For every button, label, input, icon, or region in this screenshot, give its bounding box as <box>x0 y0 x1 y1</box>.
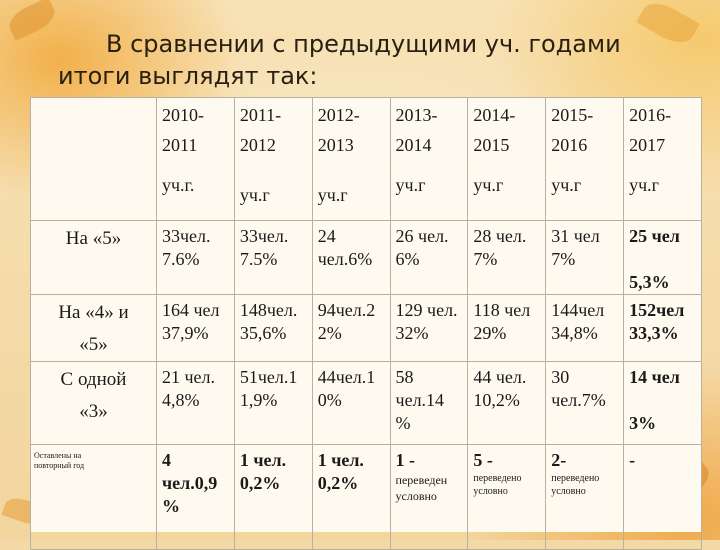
year-label: 2011- 2012 <box>239 105 282 155</box>
table-cell: 118 чел 29% <box>467 294 547 362</box>
year-suffix: уч.г <box>395 175 426 195</box>
table-cell: - <box>623 444 702 550</box>
table-cell: 31 чел 7% <box>545 220 625 295</box>
table-cell: 1 - переведен условно <box>389 444 469 550</box>
cell-note: переведен условно <box>395 473 448 503</box>
year-header: 2014- 2015 уч.г <box>467 97 547 221</box>
results-table-container: 2010- 2011 уч.г. 2011- 2012 уч.г 2012- 201… <box>30 97 702 550</box>
year-label: 2012- 2013 <box>317 105 360 155</box>
year-suffix: уч.г <box>239 185 270 205</box>
year-header: 2010- 2011 уч.г. <box>156 97 235 221</box>
table-cell: 58 чел.14 % <box>389 361 469 445</box>
table-cell: 28 чел. 7% <box>467 220 547 295</box>
table-row: С одной «3» 21 чел. 4,8% 51чел.1 1,9% 44… <box>30 361 702 445</box>
table-header-row: 2010- 2011 уч.г. 2011- 2012 уч.г 2012- 201… <box>30 97 702 221</box>
corner-cell <box>30 97 157 221</box>
table-cell: 129 чел. 32% <box>389 294 469 362</box>
table-cell: 2- переведено условно <box>545 444 625 550</box>
year-header: 2012- 2013 уч.г <box>311 97 391 221</box>
year-label: 2013- 2014 <box>395 105 438 155</box>
cell-value: 5 - <box>473 450 493 470</box>
table-cell: 30 чел.7% <box>545 361 625 445</box>
table-cell: 44чел.1 0% <box>311 361 391 445</box>
year-suffix: уч.г <box>317 185 348 205</box>
slide-title: В сравнении с предыдущими уч. годами ито… <box>30 28 700 92</box>
table-cell: 1 чел. 0,2% <box>311 444 391 550</box>
cell-value: 4 чел.0,9 % <box>162 450 218 516</box>
table-cell: 144чел 34,8% <box>545 294 625 362</box>
year-label: 2015- 2016 <box>551 105 594 155</box>
year-suffix: уч.г <box>551 175 582 195</box>
year-header: 2011- 2012 уч.г <box>233 97 313 221</box>
table-cell: 33чел. 7.5% <box>233 220 313 295</box>
year-label: 2016- 2017 <box>629 105 672 155</box>
table-cell: 25 чел 5,3% <box>623 220 702 295</box>
cell-note: переведено условно <box>551 473 600 497</box>
slide-title-line2: итоги выглядят так: <box>58 62 318 90</box>
year-suffix: уч.г. <box>162 175 195 195</box>
table-cell: 148чел. 35,6% <box>233 294 313 362</box>
cell-value: 1 чел. 0,2% <box>317 450 364 493</box>
table-row: Оставлены на повторный год 4 чел.0,9 % 1… <box>30 444 702 550</box>
cell-note: переведено условно <box>473 473 522 497</box>
year-suffix: уч.г <box>629 175 659 195</box>
table-row: На «4» и «5» 164 чел 37,9% 148чел. 35,6%… <box>30 294 702 362</box>
table-cell: 14 чел 3% <box>623 361 702 445</box>
table-cell: 164 чел 37,9% <box>156 294 235 362</box>
table-cell: 1 чел. 0,2% <box>233 444 313 550</box>
table-cell: 44 чел. 10,2% <box>467 361 547 445</box>
table-cell: 4 чел.0,9 % <box>156 444 235 550</box>
row-label: На «5» <box>30 220 157 295</box>
table-row: На «5» 33чел. 7.6% 33чел. 7.5% 24 чел.6%… <box>30 220 702 295</box>
table-cell: 152чел 33,3% <box>623 294 702 362</box>
row-label: Оставлены на повторный год <box>30 444 157 550</box>
cell-value: - <box>629 450 636 470</box>
table-cell: 33чел. 7.6% <box>156 220 235 295</box>
year-header: 2015- 2016 уч.г <box>545 97 625 221</box>
table-cell: 24 чел.6% <box>311 220 391 295</box>
slide-title-line1: В сравнении с предыдущими уч. годами <box>106 30 621 58</box>
table-cell: 26 чел. 6% <box>389 220 469 295</box>
cell-value: 1 - <box>395 450 416 470</box>
table-cell: 94чел.2 2% <box>311 294 391 362</box>
row-label: На «4» и «5» <box>30 294 157 362</box>
cell-value: 1 чел. 0,2% <box>239 450 287 493</box>
cell-value: 2- <box>551 450 567 470</box>
year-header: 2016- 2017 уч.г <box>623 97 702 221</box>
table-cell: 51чел.1 1,9% <box>233 361 313 445</box>
table-cell: 21 чел. 4,8% <box>156 361 235 445</box>
table-cell: 5 - переведено условно <box>467 444 547 550</box>
year-suffix: уч.г <box>473 175 504 195</box>
year-label: 2010- 2011 <box>162 105 204 155</box>
year-header: 2013- 2014 уч.г <box>389 97 469 221</box>
year-label: 2014- 2015 <box>473 105 516 155</box>
row-label: С одной «3» <box>30 361 157 445</box>
results-table: 2010- 2011 уч.г. 2011- 2012 уч.г 2012- 201… <box>30 97 702 550</box>
